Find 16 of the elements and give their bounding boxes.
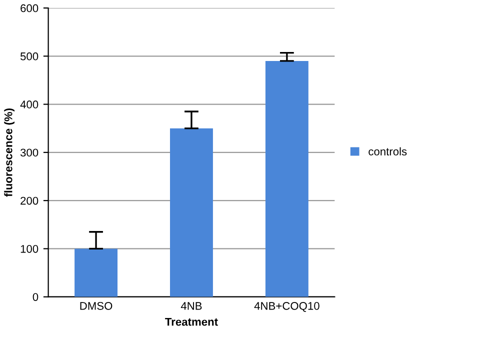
x-tick-label: 4NB+COQ10 (254, 302, 320, 312)
bar (170, 128, 213, 297)
legend-label: controls (368, 147, 407, 156)
y-tick-label: 100 (20, 244, 38, 253)
y-tick-label: 200 (20, 196, 38, 205)
x-tick-label: 4NB (180, 302, 202, 310)
y-tick-label: 400 (20, 100, 38, 108)
x-axis-title: Treatment (165, 318, 218, 326)
y-tick-label: 600 (20, 4, 38, 12)
bar (74, 248, 118, 297)
y-axis-title: fluorescence (%) (4, 108, 14, 197)
y-tick-label: 0 (32, 293, 38, 301)
bar (265, 60, 308, 297)
y-tick-label: 500 (20, 52, 38, 60)
y-tick-label: 300 (20, 148, 38, 157)
x-tick-label: DMSO (80, 302, 112, 310)
